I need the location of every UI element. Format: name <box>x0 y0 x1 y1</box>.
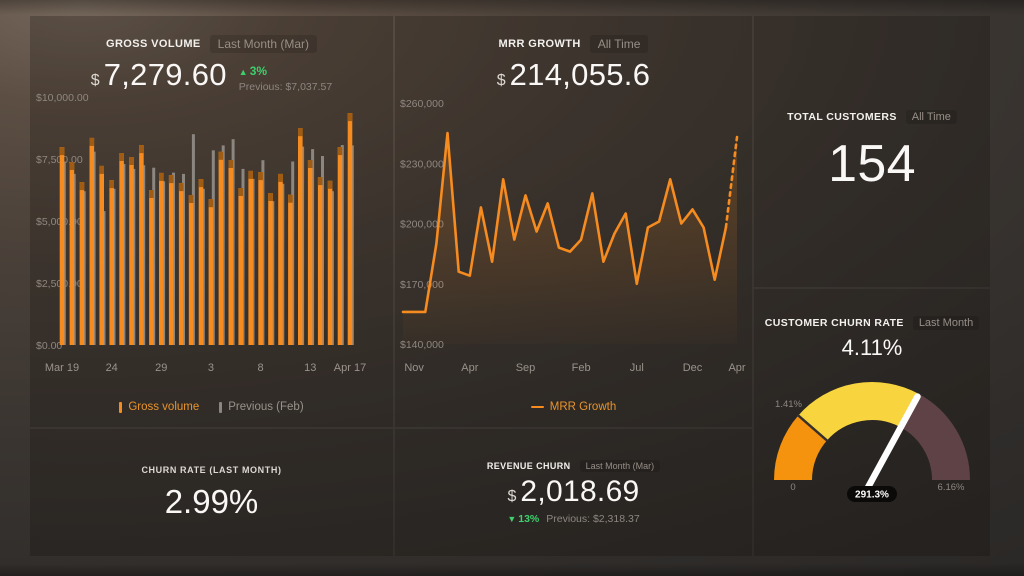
svg-text:Apr: Apr <box>728 362 745 374</box>
revenue-churn-previous: Previous: $2,318.37 <box>546 513 640 525</box>
panel-customer-churn-rate: CUSTOMER CHURN RATE Last Month 4.11% 0 6.… <box>754 289 990 556</box>
mrr-growth-legend: MRR Growth <box>395 401 752 413</box>
svg-text:Sep: Sep <box>516 362 536 374</box>
grey-bar-swatch-icon <box>219 401 223 413</box>
panel-revenue-churn: REVENUE CHURN Last Month (Mar) $ 2,018.6… <box>395 429 752 556</box>
mrr-growth-value-row: $ 214,055.6 <box>395 57 752 93</box>
customer-churn-title: CUSTOMER CHURN RATE <box>764 317 904 329</box>
legend-previous-feb[interactable]: Previous (Feb) <box>219 401 304 413</box>
gross-volume-date-filter[interactable]: Last Month (Mar) <box>209 35 317 53</box>
total-customers-header: TOTAL CUSTOMERS All Time <box>787 109 957 124</box>
svg-text:24: 24 <box>106 362 118 374</box>
gross-volume-previous: Previous: $7,037.57 <box>238 80 333 93</box>
gross-volume-value-row: $ 7,279.60 ▲ 3% Previous: $7,037.57 <box>30 57 393 93</box>
legend-gross-volume-label: Gross volume <box>128 401 200 413</box>
svg-text:$7,500.00: $7,500.00 <box>36 154 83 166</box>
orange-bar-swatch-icon <box>119 401 123 413</box>
mrr-growth-header: MRR GROWTH All Time <box>395 35 752 53</box>
legend-mrr-growth-label: MRR Growth <box>549 401 617 413</box>
svg-text:3: 3 <box>208 362 214 374</box>
panel-churn-rate: CHURN RATE (LAST MONTH) 2.99% <box>30 429 393 556</box>
currency-symbol: $ <box>507 488 517 505</box>
mrr-growth-date-filter[interactable]: All Time <box>589 35 649 53</box>
legend-previous-feb-label: Previous (Feb) <box>228 401 304 413</box>
revenue-churn-delta-row: ▼ 13% Previous: $2,318.37 <box>507 513 639 525</box>
mrr-growth-title: MRR GROWTH <box>498 38 581 50</box>
total-customers-value: 154 <box>828 134 916 193</box>
currency-symbol: $ <box>496 72 506 89</box>
revenue-churn-value-row: $ 2,018.69 <box>507 475 639 509</box>
svg-text:Apr 17: Apr 17 <box>334 362 366 374</box>
panel-mrr-growth: MRR GROWTH All Time $ 214,055.6 $260,000… <box>395 16 752 427</box>
gross-volume-delta: 3% <box>249 63 268 78</box>
svg-text:8: 8 <box>258 362 264 374</box>
panel-total-customers: TOTAL CUSTOMERS All Time 154 <box>754 16 990 287</box>
delta-up-icon: ▲ <box>238 66 248 77</box>
top-vignette <box>0 0 1024 15</box>
svg-text:$5,000.00: $5,000.00 <box>36 216 83 228</box>
revenue-churn-value: 2,018.69 <box>520 475 640 508</box>
customer-churn-gauge-chart[interactable]: 0 6.16% 1.41% 291.3% <box>754 367 990 527</box>
svg-text:$260,000: $260,000 <box>400 98 444 110</box>
mrr-growth-line-chart[interactable]: $260,000$230,000$200,000$170,000$140,000… <box>395 76 752 381</box>
currency-symbol: $ <box>90 72 100 89</box>
churn-rate-title: CHURN RATE (LAST MONTH) <box>141 464 282 475</box>
svg-text:6.16%: 6.16% <box>938 482 965 493</box>
panel-gross-volume: GROSS VOLUME Last Month (Mar) $ 7,279.60… <box>30 16 393 427</box>
svg-text:Feb: Feb <box>572 362 591 374</box>
revenue-churn-delta: 13% <box>518 513 540 525</box>
svg-text:Jul: Jul <box>630 362 644 374</box>
delta-down-icon: ▼ <box>507 514 517 524</box>
customer-churn-header: CUSTOMER CHURN RATE Last Month <box>754 316 990 330</box>
churn-rate-value: 2.99% <box>164 482 259 520</box>
svg-text:$10,000.00: $10,000.00 <box>36 92 89 104</box>
svg-text:$200,000: $200,000 <box>400 219 444 231</box>
gross-volume-legend: Gross volume Previous (Feb) <box>30 401 393 413</box>
customer-churn-date-filter[interactable]: Last Month <box>912 316 980 330</box>
gross-volume-delta-block: ▲ 3% Previous: $7,037.57 <box>239 62 332 93</box>
svg-text:1.41%: 1.41% <box>775 399 802 410</box>
customer-churn-value: 4.11% <box>841 335 903 360</box>
svg-text:291.3%: 291.3% <box>855 490 889 501</box>
gross-volume-bar-chart[interactable]: $10,000.00 $7,500.00 $5,000.00 $2,500.00 $0.… <box>30 76 393 381</box>
gross-volume-title: GROSS VOLUME <box>105 38 201 50</box>
svg-text:13: 13 <box>304 362 316 374</box>
revenue-churn-header: REVENUE CHURN Last Month (Mar) <box>486 460 661 472</box>
legend-mrr-growth[interactable]: MRR Growth <box>530 401 617 413</box>
total-customers-date-filter[interactable]: All Time <box>905 109 957 124</box>
svg-text:Dec: Dec <box>683 362 703 374</box>
legend-gross-volume[interactable]: Gross volume <box>119 401 199 413</box>
svg-text:$0.00: $0.00 <box>36 340 62 352</box>
revenue-churn-title: REVENUE CHURN <box>486 461 571 471</box>
orange-line-swatch-icon <box>530 405 544 409</box>
svg-text:Mar 19: Mar 19 <box>45 362 79 374</box>
svg-text:Apr: Apr <box>461 362 478 374</box>
revenue-churn-date-filter[interactable]: Last Month (Mar) <box>579 460 661 472</box>
svg-text:$230,000: $230,000 <box>400 158 444 170</box>
bottom-vignette <box>0 563 1024 576</box>
gross-volume-value: 7,279.60 <box>103 57 227 92</box>
svg-text:$2,500.00: $2,500.00 <box>36 278 83 290</box>
mrr-growth-value: 214,055.6 <box>509 57 651 92</box>
svg-text:29: 29 <box>155 362 167 374</box>
svg-text:0: 0 <box>790 482 795 493</box>
total-customers-title: TOTAL CUSTOMERS <box>787 110 897 123</box>
svg-text:Nov: Nov <box>404 362 424 374</box>
gross-volume-header: GROSS VOLUME Last Month (Mar) <box>30 35 393 53</box>
